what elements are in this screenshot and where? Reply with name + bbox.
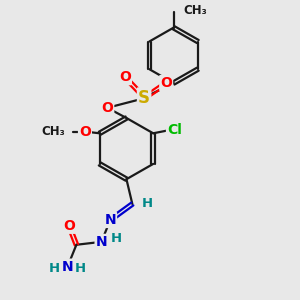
Text: O: O xyxy=(119,70,131,84)
Text: Cl: Cl xyxy=(167,123,182,137)
Text: H: H xyxy=(142,197,153,211)
Text: S: S xyxy=(138,88,150,106)
Text: N: N xyxy=(62,260,74,274)
Text: CH₃: CH₃ xyxy=(184,4,208,17)
Text: N: N xyxy=(96,235,107,249)
Text: O: O xyxy=(63,219,75,233)
Text: H: H xyxy=(75,262,86,275)
Text: H: H xyxy=(111,232,122,245)
Text: O: O xyxy=(101,101,113,115)
Text: O: O xyxy=(79,125,91,139)
Text: O: O xyxy=(160,76,172,90)
Text: H: H xyxy=(49,262,60,275)
Text: CH₃: CH₃ xyxy=(41,125,65,138)
Text: N: N xyxy=(104,213,116,227)
